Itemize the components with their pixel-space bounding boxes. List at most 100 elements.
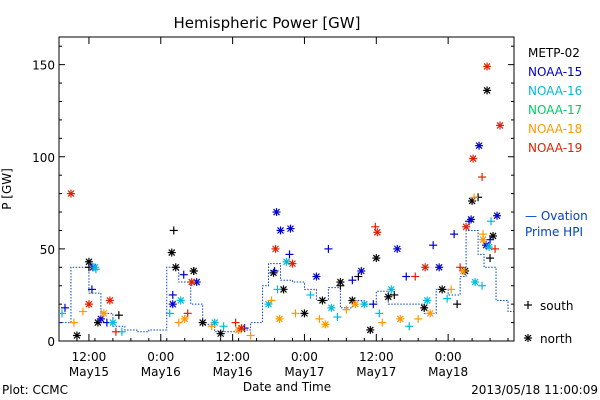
north-marker xyxy=(393,244,402,253)
south-marker xyxy=(453,300,462,309)
north-marker xyxy=(286,224,295,233)
north-marker xyxy=(66,189,75,198)
x-tick-label: 0:00 xyxy=(291,350,318,364)
legend-entry: NOAA-19 xyxy=(528,141,582,155)
legend-ovation-line2: Prime HPI xyxy=(525,225,583,239)
north-marker xyxy=(318,296,327,305)
ovation-hpi-line xyxy=(59,229,514,333)
legend-ovation-line1: — Ovation xyxy=(525,209,588,223)
north-marker xyxy=(387,285,396,294)
plot-frame xyxy=(58,36,515,342)
south-marker xyxy=(207,322,216,331)
legend-entry: NOAA-17 xyxy=(528,103,582,117)
south-marker xyxy=(174,318,183,327)
south-marker xyxy=(267,296,276,305)
north-marker xyxy=(96,314,105,323)
north-marker xyxy=(485,243,494,252)
south-marker xyxy=(371,222,380,231)
south-marker xyxy=(369,300,378,309)
south-marker xyxy=(414,314,423,323)
south-marker xyxy=(378,318,387,327)
south-marker xyxy=(486,254,495,263)
north-marker xyxy=(272,208,281,217)
y-tick-label: 50 xyxy=(40,243,55,257)
north-marker xyxy=(373,228,382,237)
south-marker xyxy=(285,250,294,259)
south-marker xyxy=(87,285,96,294)
north-marker xyxy=(420,303,429,312)
legend-north-marker xyxy=(524,334,532,342)
north-marker xyxy=(312,272,321,281)
north-marker xyxy=(493,211,502,220)
legend-entry: NOAA-15 xyxy=(528,65,582,79)
south-marker xyxy=(57,309,66,318)
north-marker xyxy=(366,325,375,334)
south-marker xyxy=(183,309,192,318)
south-marker xyxy=(179,270,188,279)
north-marker xyxy=(99,309,108,318)
north-marker xyxy=(108,318,117,327)
north-marker xyxy=(423,296,432,305)
north-marker xyxy=(275,314,284,323)
south-marker xyxy=(291,309,300,318)
south-marker xyxy=(69,318,78,327)
north-marker xyxy=(438,285,447,294)
north-marker xyxy=(288,259,297,268)
y-tick-label: 150 xyxy=(32,59,55,73)
south-marker xyxy=(348,276,357,285)
north-marker xyxy=(475,141,484,150)
legend-north-label: north xyxy=(540,332,572,346)
north-marker xyxy=(84,300,93,309)
legend-entry: METP-02 xyxy=(528,46,580,60)
x-tick-label: 12:00 xyxy=(359,350,394,364)
north-marker xyxy=(300,309,309,318)
plot-timestamp: 2013/05/18 11:00:09 xyxy=(471,383,598,397)
north-marker xyxy=(327,303,336,312)
south-marker xyxy=(111,327,120,336)
north-marker xyxy=(271,244,280,253)
x-tick-label: 0:00 xyxy=(435,350,462,364)
south-marker xyxy=(165,309,174,318)
legend-entry: NOAA-18 xyxy=(528,122,582,136)
north-marker xyxy=(84,257,93,266)
x-tick-date-label: May17 xyxy=(284,365,324,379)
north-marker xyxy=(180,314,189,323)
south-marker xyxy=(306,290,315,299)
south-marker xyxy=(447,285,456,294)
north-marker xyxy=(462,222,471,231)
south-marker xyxy=(487,217,496,226)
legend-south-marker xyxy=(524,301,532,309)
x-tick-label: 12:00 xyxy=(72,350,107,364)
y-tick-label: 0 xyxy=(47,335,55,349)
south-marker xyxy=(60,303,69,312)
y-axis: 0 50 100 150 xyxy=(32,45,514,349)
north-marker xyxy=(372,254,381,263)
south-marker xyxy=(486,235,495,244)
x-tick-date-label: May16 xyxy=(141,365,181,379)
north-marker xyxy=(384,292,393,301)
south-marker xyxy=(324,244,333,253)
north-marker xyxy=(269,268,278,277)
south-marker xyxy=(333,313,342,322)
north-marker xyxy=(435,263,444,272)
north-marker xyxy=(210,318,219,327)
north-marker xyxy=(483,62,492,71)
north-marker xyxy=(469,154,478,163)
north-marker xyxy=(336,278,345,287)
ovation-hpi-path xyxy=(59,229,514,333)
south-marker xyxy=(315,314,324,323)
x-tick-date-label: May16 xyxy=(213,365,253,379)
north-marker xyxy=(216,329,225,338)
north-marker xyxy=(479,235,488,244)
south-marker xyxy=(78,307,87,316)
north-marker xyxy=(351,300,360,309)
north-marker xyxy=(276,226,285,235)
legend-south-label: south xyxy=(540,299,574,313)
south-marker xyxy=(411,272,420,281)
north-marker xyxy=(171,263,180,272)
y-tick-label: 100 xyxy=(32,151,55,165)
south-marker xyxy=(231,318,240,327)
south-marker xyxy=(168,290,177,299)
north-marker xyxy=(105,296,114,305)
north-marker xyxy=(360,300,369,309)
